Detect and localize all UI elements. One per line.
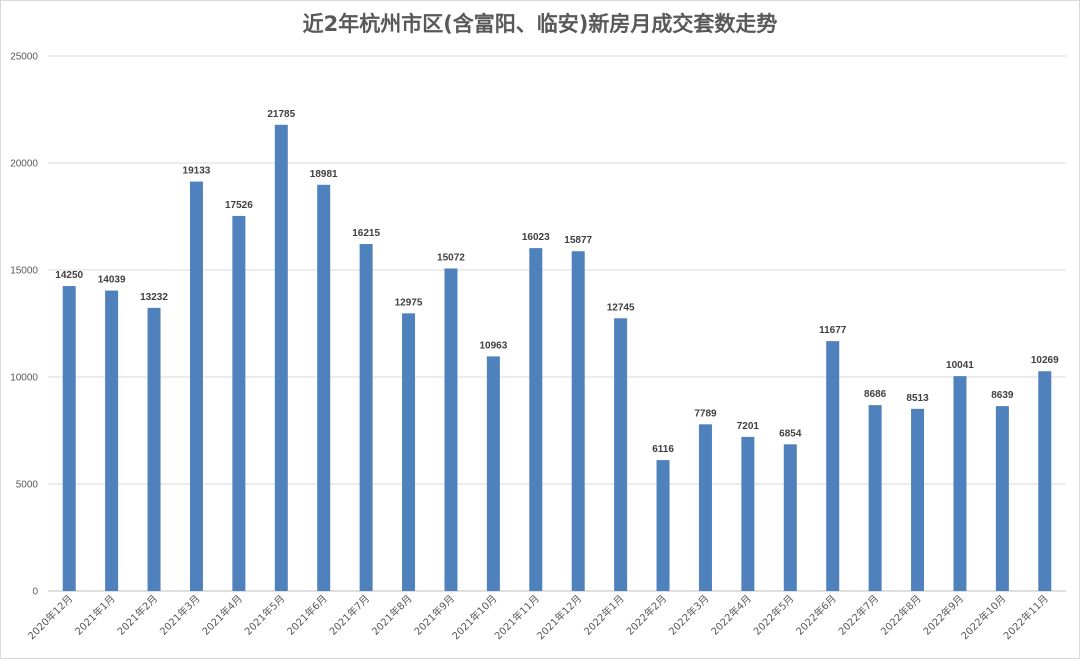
bar	[402, 313, 416, 591]
bar	[995, 406, 1009, 591]
data-label: 14039	[98, 275, 126, 286]
bar	[741, 436, 755, 591]
data-label: 8639	[991, 390, 1014, 401]
bar	[953, 376, 967, 591]
x-tick-label: 2022年11月	[1001, 592, 1051, 642]
x-tick-label: 2022年7月	[835, 592, 881, 638]
data-label: 15072	[437, 252, 465, 263]
x-tick-label: 2020年12月	[25, 592, 75, 642]
data-label: 7201	[737, 421, 760, 432]
data-label: 10963	[479, 340, 507, 351]
data-label: 11677	[819, 325, 847, 336]
bar	[614, 318, 628, 591]
data-label: 21785	[267, 109, 295, 120]
x-tick-label: 2021年8月	[369, 592, 415, 638]
bar	[1038, 371, 1052, 591]
bar	[359, 243, 373, 591]
bar	[232, 215, 246, 591]
bar	[529, 248, 543, 592]
bar	[571, 251, 585, 592]
y-tick-label: 10000	[10, 373, 38, 384]
bar	[911, 408, 925, 591]
x-tick-label: 2021年4月	[199, 592, 245, 638]
chart-title: 近2年杭州市区(含富阳、临安)新房月成交套数走势	[302, 12, 778, 36]
x-tick-label: 2022年8月	[878, 592, 924, 638]
data-label: 13232	[140, 292, 168, 303]
x-tick-label: 2022年3月	[666, 592, 712, 638]
y-tick-label: 25000	[10, 52, 38, 63]
x-tick-label: 2021年2月	[114, 592, 160, 638]
y-tick-label: 20000	[10, 159, 38, 170]
x-tick-label: 2022年4月	[708, 592, 754, 638]
x-tick-label: 2021年12月	[534, 592, 584, 642]
bar	[105, 290, 119, 591]
data-label: 8686	[864, 389, 887, 400]
bar	[783, 444, 797, 591]
x-tick-label: 2021年9月	[411, 592, 457, 638]
data-label: 15877	[564, 235, 592, 246]
bar	[62, 286, 76, 591]
bar	[698, 424, 712, 591]
x-tick-label: 2022年6月	[793, 592, 839, 638]
bar	[317, 184, 331, 592]
data-label: 17526	[225, 200, 253, 211]
x-tick-label: 2021年5月	[242, 592, 288, 638]
data-label: 12975	[395, 297, 423, 308]
y-tick-label: 0	[32, 587, 38, 598]
data-label: 16023	[522, 232, 550, 243]
x-tick-label: 2022年2月	[623, 592, 669, 638]
y-tick-label: 15000	[10, 266, 38, 277]
bar	[486, 356, 500, 591]
bar	[147, 307, 161, 591]
x-tick-label: 2021年1月	[72, 592, 118, 638]
data-label: 6116	[652, 444, 674, 455]
data-label: 8513	[906, 393, 929, 404]
bar	[656, 460, 670, 591]
bar	[444, 268, 458, 591]
data-label: 10041	[946, 360, 974, 371]
data-label: 19133	[183, 166, 211, 177]
bar	[826, 341, 840, 591]
data-label: 16215	[352, 228, 380, 239]
x-tick-label: 2021年6月	[284, 592, 330, 638]
x-tick-label: 2022年1月	[581, 592, 627, 638]
x-tick-label: 2021年7月	[326, 592, 372, 638]
bar	[274, 124, 288, 592]
data-label: 7789	[694, 408, 717, 419]
data-label: 6854	[779, 428, 802, 439]
x-tick-label: 2022年9月	[920, 592, 966, 638]
data-label: 10269	[1031, 355, 1059, 366]
x-tick-label: 2022年5月	[751, 592, 797, 638]
data-label: 12745	[607, 302, 635, 313]
data-label: 18981	[310, 169, 338, 180]
data-label: 14250	[55, 270, 83, 281]
x-tick-label: 2021年3月	[157, 592, 203, 638]
bar	[868, 405, 882, 591]
bar	[189, 181, 203, 591]
y-tick-label: 5000	[16, 480, 39, 491]
